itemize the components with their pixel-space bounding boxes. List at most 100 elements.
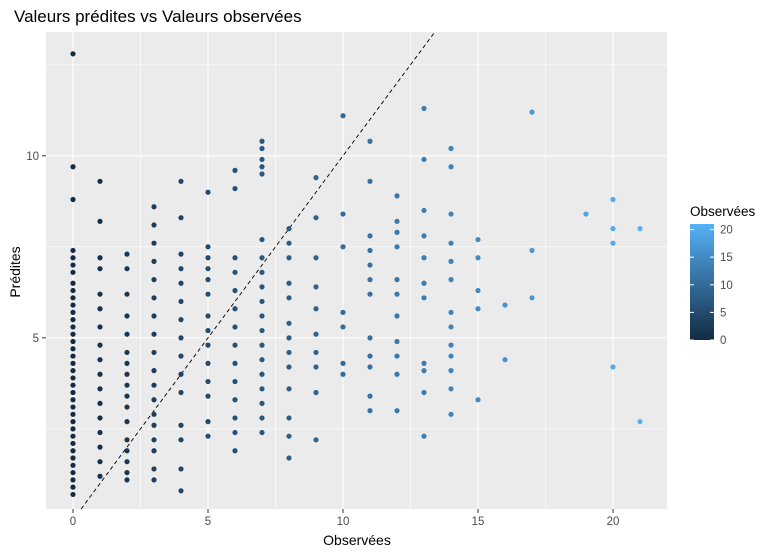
data-point	[475, 255, 481, 261]
data-point	[394, 313, 400, 319]
data-point	[232, 185, 238, 192]
data-point	[97, 178, 103, 184]
data-point	[313, 175, 319, 181]
data-point	[70, 346, 76, 352]
data-point	[394, 408, 400, 414]
data-point	[70, 419, 76, 425]
data-point	[421, 207, 427, 214]
data-point	[70, 484, 76, 490]
data-point	[178, 488, 184, 494]
data-point	[178, 251, 184, 257]
data-points	[70, 51, 643, 498]
data-point	[448, 342, 454, 348]
data-point	[259, 171, 265, 177]
data-point	[97, 473, 103, 479]
data-point	[259, 138, 265, 144]
data-point	[232, 324, 238, 330]
y-axis-title: Prédites	[7, 246, 23, 297]
data-point	[286, 415, 292, 421]
legend-tick-label: 15	[720, 252, 733, 264]
data-point	[124, 419, 130, 425]
data-point	[421, 156, 427, 163]
data-point	[97, 429, 103, 436]
data-point	[421, 360, 427, 366]
data-point	[70, 331, 76, 337]
data-point	[178, 178, 184, 184]
data-point	[97, 218, 103, 224]
data-point	[151, 313, 157, 319]
data-point	[124, 360, 130, 366]
data-point	[448, 277, 454, 283]
data-point	[151, 349, 157, 356]
data-point	[421, 368, 427, 374]
data-point	[97, 459, 103, 465]
data-point	[70, 491, 76, 498]
x-axis-title: Observées	[323, 532, 391, 548]
data-point	[232, 342, 238, 348]
data-point	[394, 244, 400, 250]
data-point	[70, 262, 76, 268]
data-point	[70, 317, 76, 323]
data-point	[259, 298, 265, 305]
y-tick-label: 5	[33, 333, 39, 345]
data-point	[70, 477, 76, 483]
data-point	[259, 156, 265, 163]
data-point	[151, 437, 157, 443]
data-point	[394, 277, 400, 283]
data-point	[205, 393, 211, 399]
data-point	[124, 404, 130, 410]
data-point	[178, 298, 184, 305]
data-point	[97, 415, 103, 421]
data-point	[340, 371, 346, 377]
data-point	[313, 364, 319, 370]
data-point	[97, 291, 103, 297]
data-point	[151, 466, 157, 472]
data-point	[178, 466, 184, 472]
data-point	[286, 255, 292, 261]
data-point	[259, 400, 265, 407]
x-tick-label: 15	[472, 516, 485, 528]
data-point	[70, 360, 76, 366]
data-point	[610, 226, 616, 232]
x-axis-ticks: 0 5 10 15 20	[70, 509, 619, 528]
data-point	[97, 342, 103, 348]
data-point	[367, 178, 373, 184]
data-point	[232, 378, 238, 385]
data-point	[448, 309, 454, 315]
data-point	[70, 462, 76, 468]
data-point	[97, 444, 103, 450]
data-point	[151, 277, 157, 283]
data-point	[259, 386, 265, 392]
data-point	[124, 371, 130, 377]
data-point	[286, 295, 292, 301]
data-point	[124, 349, 130, 356]
data-point	[340, 309, 346, 315]
data-point	[151, 397, 157, 403]
data-point	[205, 255, 211, 261]
data-point	[259, 429, 265, 436]
data-point	[448, 411, 454, 417]
data-point	[421, 255, 427, 261]
data-point	[70, 440, 76, 447]
data-point	[70, 389, 76, 396]
data-point	[232, 415, 238, 421]
legend-tick-label: 0	[720, 335, 726, 347]
data-point	[205, 378, 211, 385]
legend-tick-label: 5	[720, 307, 726, 319]
data-point	[178, 335, 184, 341]
data-point	[367, 291, 373, 297]
chart-title: Valeurs prédites vs Valeurs observées	[14, 7, 302, 26]
data-point	[151, 240, 157, 246]
data-point	[610, 196, 616, 203]
data-point	[70, 324, 76, 330]
data-point	[205, 189, 211, 195]
legend-title: Observées	[690, 204, 756, 219]
data-point	[259, 269, 265, 275]
data-point	[70, 411, 76, 417]
data-point	[97, 386, 103, 392]
data-point	[124, 437, 130, 443]
data-point	[340, 113, 346, 119]
data-point	[394, 353, 400, 359]
data-point	[178, 422, 184, 428]
data-point	[70, 448, 76, 454]
